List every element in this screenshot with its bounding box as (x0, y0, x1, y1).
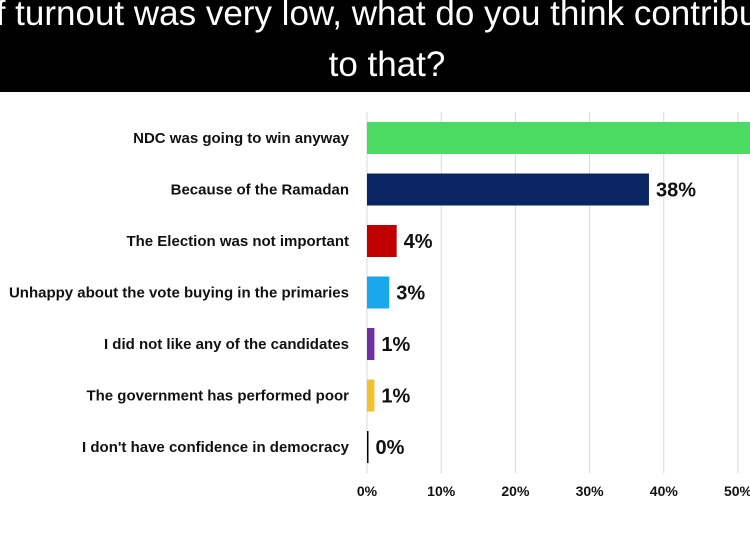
category-label: Unhappy about the vote buying in the pri… (9, 285, 349, 302)
data-label: 4% (404, 231, 433, 253)
category-label: I did not like any of the candidates (104, 336, 349, 353)
x-tick-label: 30% (576, 483, 605, 499)
bar (367, 276, 390, 309)
chart-title-line-1: If turnout was very low, what do you thi… (0, 0, 750, 33)
data-label: 1% (381, 334, 410, 356)
chart-title: If turnout was very low, what do you thi… (0, 0, 750, 92)
bar (367, 431, 369, 463)
data-label: 0% (376, 437, 405, 459)
x-tick-label: 10% (427, 483, 456, 499)
x-tick-label: 50% (724, 483, 750, 499)
category-label: I don't have confidence in democracy (82, 439, 350, 456)
x-tick-label: 0% (357, 483, 378, 499)
chart-title-line-2: to that? (328, 45, 446, 84)
data-label: 1% (381, 386, 410, 408)
data-label: 3% (396, 283, 425, 305)
data-label: 38% (656, 180, 696, 202)
bar (367, 173, 649, 206)
category-label: The Election was not important (126, 233, 349, 250)
x-tick-label: 20% (501, 483, 530, 499)
category-label: The government has performed poor (86, 388, 349, 405)
bar (367, 328, 375, 360)
bar (367, 225, 397, 257)
category-label: NDC was going to win anyway (133, 130, 350, 147)
category-label: Because of the Ramadan (171, 182, 349, 199)
x-tick-label: 40% (650, 483, 679, 499)
bar-chart: 0% 10% 20% 30% 40% 50% NDC was going to win an… (9, 112, 750, 499)
bar (367, 122, 750, 154)
bar (367, 379, 375, 412)
